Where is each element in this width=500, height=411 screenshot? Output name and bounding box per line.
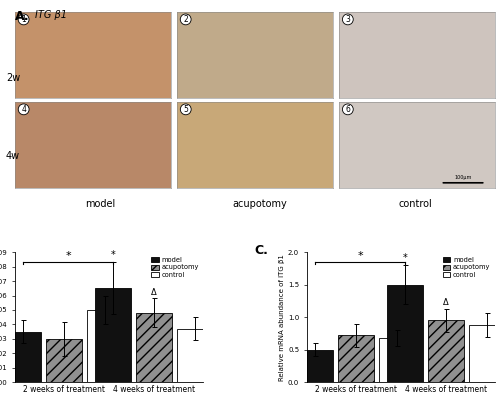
Text: Δ: Δ <box>443 298 449 307</box>
Text: control: control <box>398 199 432 209</box>
Text: 5: 5 <box>184 105 188 114</box>
Bar <box>95 288 131 382</box>
Bar <box>338 335 374 382</box>
Bar <box>5 332 41 382</box>
Bar <box>136 313 172 382</box>
Bar <box>297 350 333 382</box>
Text: A.: A. <box>15 10 30 23</box>
Bar <box>469 325 500 382</box>
Text: acupotomy: acupotomy <box>232 199 287 209</box>
Text: 1: 1 <box>21 15 26 24</box>
Text: 2: 2 <box>184 15 188 24</box>
Bar <box>87 310 123 382</box>
Text: 100μm: 100μm <box>454 175 471 180</box>
Legend: model, acupotomy, control: model, acupotomy, control <box>150 256 200 279</box>
Text: *: * <box>402 253 407 263</box>
Bar <box>387 285 423 382</box>
Text: 4: 4 <box>21 105 26 114</box>
Bar <box>177 329 213 382</box>
Text: ITG β1: ITG β1 <box>35 10 67 20</box>
Legend: model, acupotomy, control: model, acupotomy, control <box>442 256 492 279</box>
Text: C.: C. <box>254 244 268 257</box>
Text: *: * <box>357 251 363 261</box>
Text: model: model <box>85 199 115 209</box>
Text: 6: 6 <box>346 105 350 114</box>
Text: *: * <box>111 250 116 260</box>
Text: Δ: Δ <box>152 288 157 297</box>
Bar <box>428 321 464 382</box>
Y-axis label: Relative mRNA abundance of ITG β1: Relative mRNA abundance of ITG β1 <box>279 254 285 381</box>
Text: 4w: 4w <box>6 151 20 161</box>
Text: 3: 3 <box>346 15 350 24</box>
Text: *: * <box>66 251 71 261</box>
Text: 2w: 2w <box>6 73 20 83</box>
Bar <box>46 339 82 382</box>
Bar <box>379 338 415 382</box>
